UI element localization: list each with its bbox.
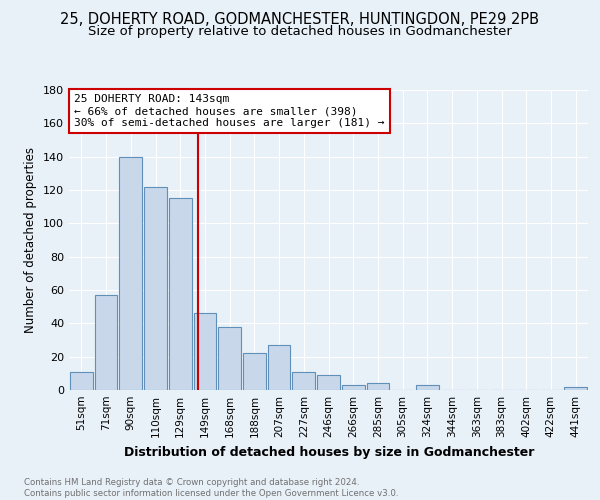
Bar: [317, 375, 340, 390]
Bar: [194, 314, 216, 390]
Text: Contains HM Land Registry data © Crown copyright and database right 2024.
Contai: Contains HM Land Registry data © Crown c…: [24, 478, 398, 498]
Bar: [367, 384, 389, 390]
Bar: [95, 295, 118, 390]
Bar: [144, 186, 167, 390]
Bar: [268, 345, 290, 390]
Bar: [292, 372, 315, 390]
Bar: [119, 156, 142, 390]
Text: 25, DOHERTY ROAD, GODMANCHESTER, HUNTINGDON, PE29 2PB: 25, DOHERTY ROAD, GODMANCHESTER, HUNTING…: [61, 12, 539, 28]
Text: Size of property relative to detached houses in Godmanchester: Size of property relative to detached ho…: [88, 25, 512, 38]
Y-axis label: Number of detached properties: Number of detached properties: [25, 147, 37, 333]
Text: 25 DOHERTY ROAD: 143sqm
← 66% of detached houses are smaller (398)
30% of semi-d: 25 DOHERTY ROAD: 143sqm ← 66% of detache…: [74, 94, 385, 128]
Bar: [564, 386, 587, 390]
Bar: [70, 372, 93, 390]
Bar: [342, 385, 365, 390]
Bar: [416, 385, 439, 390]
Bar: [243, 354, 266, 390]
Text: Distribution of detached houses by size in Godmanchester: Distribution of detached houses by size …: [124, 446, 534, 459]
Bar: [218, 326, 241, 390]
Bar: [169, 198, 191, 390]
